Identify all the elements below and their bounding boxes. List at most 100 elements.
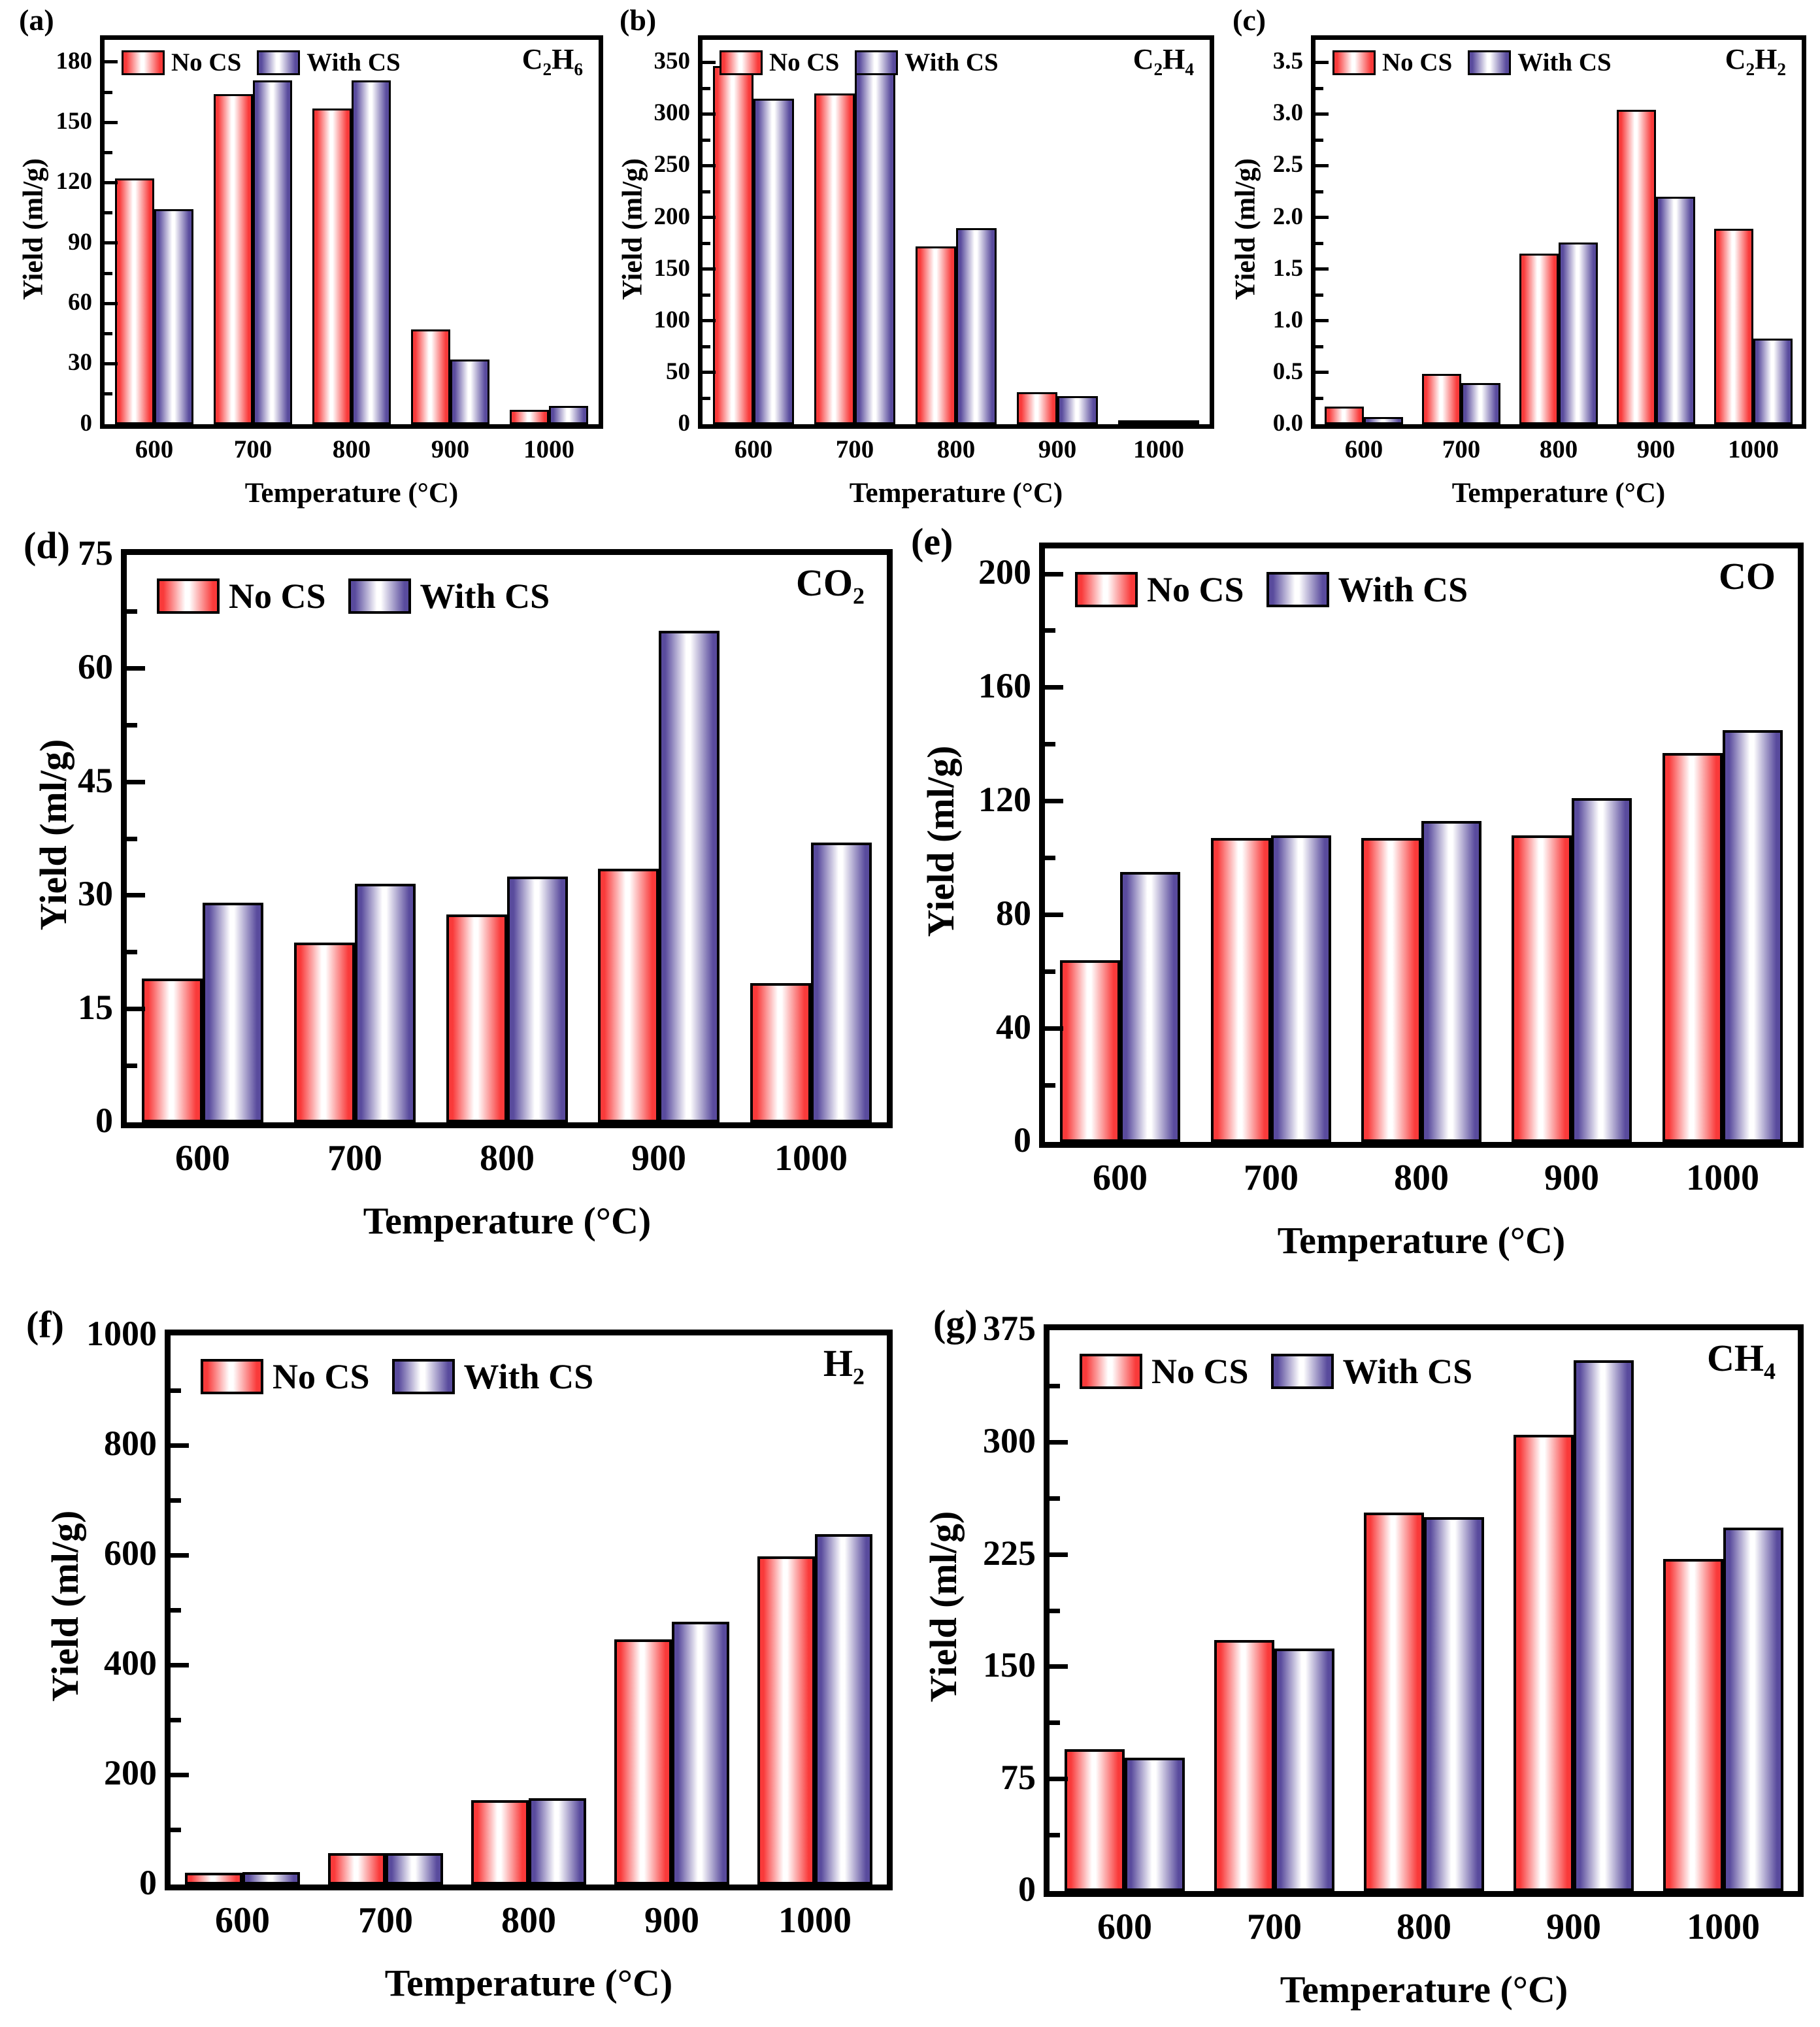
bar-no-cs-900 — [411, 329, 450, 424]
bar-no-cs-900 — [614, 1639, 672, 1885]
bar-no-cs-800 — [1519, 254, 1559, 424]
bar-with-cs-600 — [154, 209, 193, 424]
bar-no-cs-900 — [1017, 392, 1057, 424]
bar-with-cs-800 — [1559, 243, 1598, 424]
y-minor-tick — [171, 1388, 181, 1393]
bar-no-cs-600 — [1060, 960, 1120, 1142]
y-minor-tick — [1045, 969, 1055, 974]
y-minor-tick — [1045, 742, 1055, 746]
legend-label-with-cs: With CS — [306, 48, 401, 76]
y-major-tick — [703, 267, 716, 271]
y-tick-label: 3.5 — [1272, 48, 1303, 75]
bar-with-cs-700 — [1461, 383, 1500, 424]
bar-with-cs-800 — [529, 1798, 586, 1885]
x-tick-label: 900 — [1636, 435, 1676, 463]
y-minor-tick — [105, 392, 112, 395]
bar-no-cs-1000 — [1663, 1559, 1723, 1891]
legend-swatch-with-cs — [1468, 50, 1512, 75]
legend-swatch-no-cs — [122, 50, 165, 75]
y-major-tick — [127, 1007, 145, 1011]
x-axis-title: Temperature (°C) — [849, 478, 1063, 509]
y-minor-tick — [105, 91, 112, 94]
x-axis-title: Temperature (°C) — [1280, 1968, 1568, 2011]
x-tick-label: 1000 — [1133, 435, 1184, 463]
plot-area-e: No CS With CS CO — [1039, 543, 1804, 1148]
bar-no-cs-800 — [312, 109, 352, 424]
bar-no-cs-700 — [328, 1853, 386, 1885]
y-tick-label: 1.0 — [1272, 307, 1303, 333]
y-tick-label: 0 — [139, 1863, 157, 1902]
panel-g: (g) No CS With CS CH4 0 75 150 225 300 375 600 700 8… — [910, 1305, 1815, 2025]
legend-label-with-cs: With CS — [463, 1357, 594, 1396]
x-tick-label: 1000 — [1728, 435, 1779, 463]
legend-swatch-with-cs — [1270, 1354, 1334, 1389]
y-tick-label: 30 — [78, 874, 113, 913]
x-tick-label: 800 — [936, 435, 976, 463]
chart-title-f: H2 — [823, 1342, 865, 1390]
y-major-tick — [105, 362, 118, 365]
legend-label-no-cs: No CS — [1147, 570, 1244, 609]
y-minor-tick — [703, 190, 710, 193]
y-minor-tick — [171, 1498, 181, 1503]
y-major-tick — [1045, 1026, 1063, 1031]
y-minor-tick — [1045, 856, 1055, 860]
y-tick-label: 80 — [996, 894, 1031, 933]
x-tick-label: 700 — [835, 435, 874, 463]
plot-area-f: No CS With CS H2 — [165, 1330, 893, 1890]
y-tick-label: 200 — [978, 552, 1031, 592]
y-tick-label: 45 — [78, 761, 113, 800]
legend-label-no-cs: No CS — [229, 577, 326, 616]
x-tick-label: 700 — [358, 1900, 413, 1941]
y-minor-tick — [105, 151, 112, 154]
legend-swatch-no-cs — [1080, 1354, 1142, 1389]
x-tick-label: 900 — [1038, 435, 1077, 463]
bar-no-cs-900 — [1514, 1435, 1574, 1891]
bar-no-cs-600 — [115, 178, 154, 424]
y-minor-tick — [1315, 242, 1323, 245]
y-tick-label: 60 — [68, 289, 92, 316]
legend-swatch-no-cs — [157, 578, 220, 614]
y-minor-tick — [1050, 1833, 1060, 1837]
legend-label-with-cs: With CS — [1338, 570, 1468, 609]
x-tick-label: 900 — [431, 435, 470, 463]
y-minor-tick — [1050, 1720, 1060, 1725]
y-minor-tick — [703, 293, 710, 297]
y-tick-label: 300 — [654, 99, 691, 126]
legend-swatch-with-cs — [1266, 572, 1329, 607]
y-major-tick — [171, 1773, 189, 1777]
y-major-tick — [127, 666, 145, 671]
bar-with-cs-1000 — [549, 406, 588, 424]
y-tick-label: 200 — [104, 1753, 157, 1792]
plot-area-b: No CS With CS C2H4 — [698, 35, 1214, 429]
bar-with-cs-700 — [855, 66, 895, 424]
legend-f: No CS With CS — [201, 1356, 593, 1397]
bar-with-cs-900 — [1574, 1360, 1634, 1891]
y-minor-tick — [105, 272, 112, 275]
panel-label-c: (c) — [1233, 3, 1266, 37]
bar-with-cs-600 — [1120, 872, 1180, 1142]
legend-c: No CS With CS — [1332, 48, 1612, 77]
bar-with-cs-1000 — [815, 1534, 872, 1885]
y-tick-label: 40 — [996, 1007, 1031, 1047]
y-axis-title: Yield (ml/g) — [18, 158, 49, 300]
y-minor-tick — [1050, 1496, 1060, 1501]
y-tick-label: 15 — [78, 988, 113, 1027]
chart-title-g: CH4 — [1707, 1337, 1776, 1384]
chart-title-a: C2H6 — [521, 43, 583, 79]
y-tick-label: 60 — [78, 647, 113, 686]
panel-label-g: (g) — [933, 1302, 978, 1345]
bar-with-cs-600 — [1364, 417, 1403, 424]
y-major-tick — [1050, 1440, 1068, 1445]
x-tick-label: 900 — [1546, 1907, 1601, 1947]
y-minor-tick — [1315, 190, 1323, 193]
panel-f: (f) No CS With CS H2 0 200 400 600 800 1000 600 700… — [20, 1305, 903, 2025]
bar-with-cs-1000 — [1753, 339, 1793, 424]
x-tick-label: 900 — [644, 1900, 699, 1941]
y-major-tick — [1315, 267, 1329, 271]
panel-label-a: (a) — [19, 3, 54, 37]
bar-no-cs-700 — [814, 93, 855, 424]
bar-no-cs-900 — [598, 869, 659, 1122]
y-tick-label: 0 — [95, 1101, 113, 1140]
bar-with-cs-800 — [352, 80, 391, 424]
bar-with-cs-900 — [1656, 197, 1695, 424]
